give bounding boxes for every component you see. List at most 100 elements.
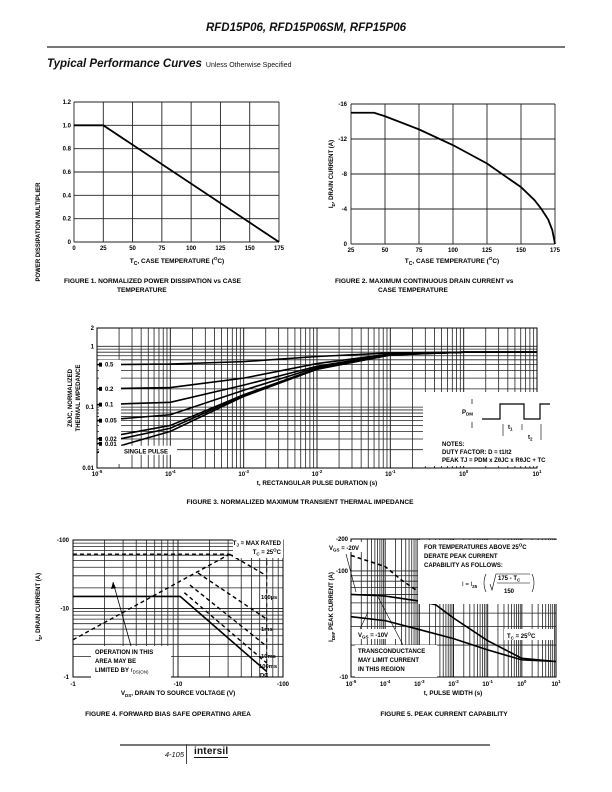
series-line-100ms (183, 592, 268, 664)
figure-1-series (74, 124, 280, 243)
figure-3-y-axis-label-line1: ZθJC, NORMALIZED (68, 368, 74, 427)
transconductance-note-line2: MAY LIMIT CURRENT (358, 658, 419, 664)
figure-3-series (96, 351, 537, 454)
y-tick-label: -10 (339, 675, 348, 681)
x-tick-label: 175 (550, 248, 561, 254)
figure-4-series (72, 553, 268, 677)
x-tick-label: 100 (459, 469, 469, 478)
pulse-diagram-icon (471, 399, 550, 440)
page-number: 4-105 (164, 750, 184, 759)
figure-4-x-axis-label: VDS, DRAIN TO SOURCE VOLTAGE (V) (121, 690, 235, 698)
figure-2-grid (350, 103, 556, 245)
series-line-1ms (197, 572, 268, 620)
y-tick-label: -100 (336, 569, 349, 575)
figure-2-series (351, 111, 556, 245)
y-tick-label: 0.2 (63, 217, 72, 223)
x-tick-label: 10-5 (92, 469, 103, 478)
figure-3-x-axis-label: t, RECTANGULAR PULSE DURATION (s) (257, 480, 377, 487)
x-tick-label: 150 (245, 246, 256, 252)
label-100ms: 100ms (259, 664, 277, 670)
y-tick-label: -4 (342, 207, 348, 213)
legend-marker (99, 441, 102, 446)
y-tick-label: -8 (342, 172, 348, 178)
label-100us: 100µs (261, 595, 277, 601)
vgs-10v-label: VGS = -10V (358, 633, 388, 640)
x-tick-label: 10-4 (380, 679, 391, 688)
tc-label: TC = 25OC (253, 548, 282, 557)
legend-label: 0.02 (105, 437, 117, 443)
legend-marker (99, 386, 102, 391)
y-tick-label: 2 (91, 326, 95, 332)
legend-marker (99, 436, 102, 441)
y-tick-label: 0.01 (82, 466, 94, 472)
series-line-vgs-10v (350, 615, 557, 663)
footer-rule (120, 744, 490, 746)
figure-5-caption: FIGURE 5. PEAK CURRENT CAPABILITY (380, 711, 508, 718)
y-tick-label: 0 (68, 240, 72, 246)
y-tick-label: 0.1 (86, 405, 95, 411)
t2-label: t2 (528, 435, 533, 442)
x-tick-label: -10 (174, 682, 183, 688)
pdm-label: PDM (462, 410, 473, 417)
operation-arrow-icon (112, 581, 132, 647)
series-line-vgs-20v (350, 593, 557, 663)
notes-label: NOTES: (442, 442, 465, 448)
legend-label: 0.5 (105, 363, 114, 369)
legend-label: 0.2 (105, 387, 114, 393)
y-tick-label: -16 (338, 102, 347, 108)
tj-max-label: TJ = MAX RATED (233, 541, 282, 548)
figure-1-chart: 0 25 50 75 100 125 150 175 0 0.2 0.4 0.6 0.8 1.0 1.2 P… (36, 100, 285, 294)
figure-4-caption: FIGURE 4. FORWARD BIAS SAFE OPERATING AR… (85, 711, 251, 718)
legend-label: 0.05 (105, 419, 117, 425)
vgs-20v-label: VGS = -20V (329, 546, 359, 553)
x-tick-label: 10-5 (346, 679, 357, 688)
label-dc: DC (260, 673, 269, 679)
x-tick-label: 25 (100, 246, 107, 252)
transconductance-pointer-icon (377, 596, 404, 646)
transconductance-note-line1: TRANSCONDUCTANCE (358, 649, 425, 655)
series-line-single-pulse (96, 351, 537, 454)
x-tick-label: 10-4 (165, 469, 176, 478)
vgs10-pointer-icon (359, 611, 369, 630)
t1-label: t1 (508, 425, 513, 432)
y-tick-label: -200 (336, 537, 349, 543)
x-tick-label: 75 (416, 248, 423, 254)
figure-1-x-axis-label: TC, CASE TEMPERATURE (OC) (130, 256, 224, 267)
label-10ms: 10ms (261, 654, 276, 660)
legend-marker (99, 362, 102, 367)
figure-5-chart: 10-5 10-4 10-3 10-2 10-1 100 101 -10 -100 -200 ID… (326, 537, 561, 718)
operation-note-line2: AREA MAY BE (95, 659, 136, 665)
x-tick-label: 50 (129, 246, 136, 252)
x-tick-label: -1 (70, 682, 76, 688)
figure-2-caption-line2: CASE TEMPERATURE (378, 287, 448, 294)
figure-2-tick-labels: 25 50 75 100 125 150 175 0 -4 -8 -12 -16 (338, 102, 560, 254)
figure-1-caption-line2: TEMPERATURE (117, 287, 167, 294)
y-tick-label: 1 (91, 344, 95, 350)
x-tick-label: 100 (517, 679, 527, 688)
legend-marker (99, 418, 102, 423)
x-tick-label: 25 (348, 248, 355, 254)
legend-bg (99, 359, 121, 464)
label-1ms: 1ms (261, 627, 273, 633)
transconductance-note-line3: IN THIS REGION (358, 667, 405, 673)
section-subtitle: Unless Otherwise Specified (205, 62, 292, 69)
legend-marker (99, 402, 102, 407)
figure-5-y-axis-label: IDM, PEAK CURRENT (A) (329, 572, 336, 642)
derate-note-line2: DERATE PEAK CURRENT (424, 554, 498, 560)
footer-separator (186, 744, 187, 764)
figure-1-grid (73, 101, 280, 243)
header-rule (47, 46, 565, 48)
x-tick-label: 175 (274, 246, 285, 252)
figure-5-x-axis-label: t, PULSE WIDTH (s) (424, 690, 482, 697)
derate-note-line3: CAPABILITY AS FOLLOWS: (424, 563, 503, 569)
y-tick-label: -10 (60, 607, 69, 613)
figure-1-tick-labels: 0 25 50 75 100 125 150 175 0 0.2 0.4 0.6 0.8 1.0 1.2 (63, 100, 285, 252)
y-tick-label: 0.4 (63, 193, 72, 199)
y-tick-label: 0.8 (63, 147, 72, 153)
series-line-dc (73, 595, 268, 673)
figure-4-tick-labels: -1-1 -10 -10 -100 -100 (57, 538, 290, 688)
derate-formula: I = I25 (462, 582, 478, 589)
section-title: Typical Performance Curves Unless Otherwi… (47, 58, 291, 70)
x-tick-label: 125 (482, 248, 493, 254)
x-tick-label: 10-1 (385, 469, 396, 478)
